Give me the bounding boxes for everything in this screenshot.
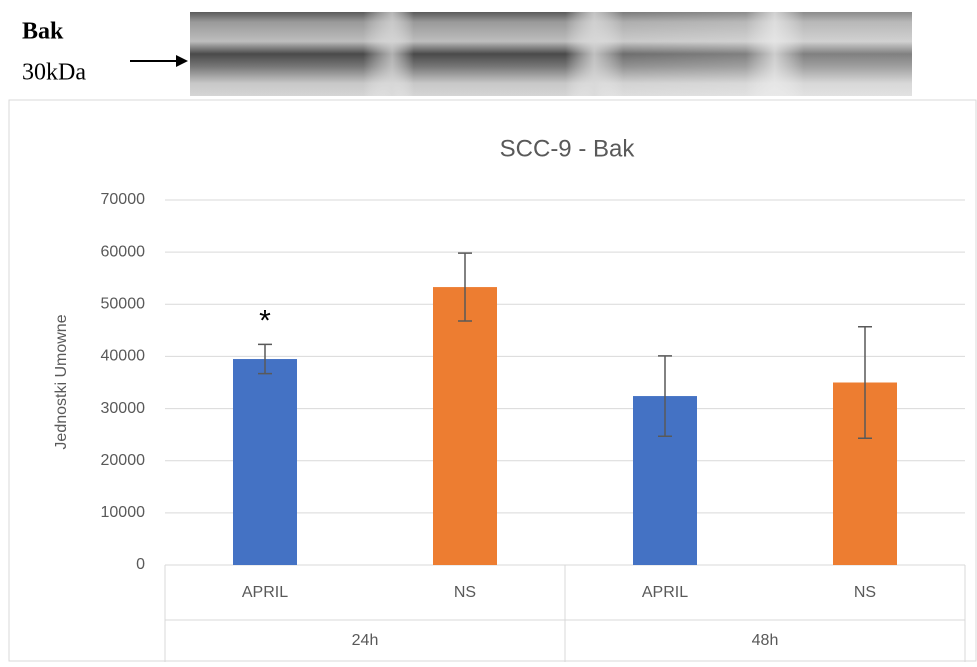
y-tick-label: 40000 <box>101 348 146 365</box>
x-tick-label: NS <box>454 584 476 601</box>
y-tick-label: 70000 <box>101 191 146 208</box>
y-axis-label: Jednostki Umowne <box>53 314 70 449</box>
blot-protein: Bak <box>22 19 64 45</box>
y-tick-label: 0 <box>136 556 145 573</box>
x-tick-label: APRIL <box>242 584 288 601</box>
bar <box>233 359 297 565</box>
figure: Bak 30kDa SCC-9 - Bak Jednostki Umowne 0… <box>0 0 977 662</box>
chart-title: SCC-9 - Bak <box>500 135 636 162</box>
bar <box>433 287 497 565</box>
y-tick-label: 30000 <box>101 400 146 417</box>
blot-size: 30kDa <box>22 60 86 86</box>
y-tick-label: 10000 <box>101 504 146 521</box>
y-tick-label: 60000 <box>101 243 146 260</box>
group-label: 24h <box>352 632 379 649</box>
group-label: 48h <box>752 632 779 649</box>
y-tick-label: 20000 <box>101 452 146 469</box>
arrow <box>130 55 188 67</box>
blot-image <box>190 12 912 96</box>
y-tick-label: 50000 <box>101 296 146 313</box>
x-tick-label: APRIL <box>642 584 688 601</box>
x-tick-label: NS <box>854 584 876 601</box>
annotation: * <box>259 304 271 337</box>
